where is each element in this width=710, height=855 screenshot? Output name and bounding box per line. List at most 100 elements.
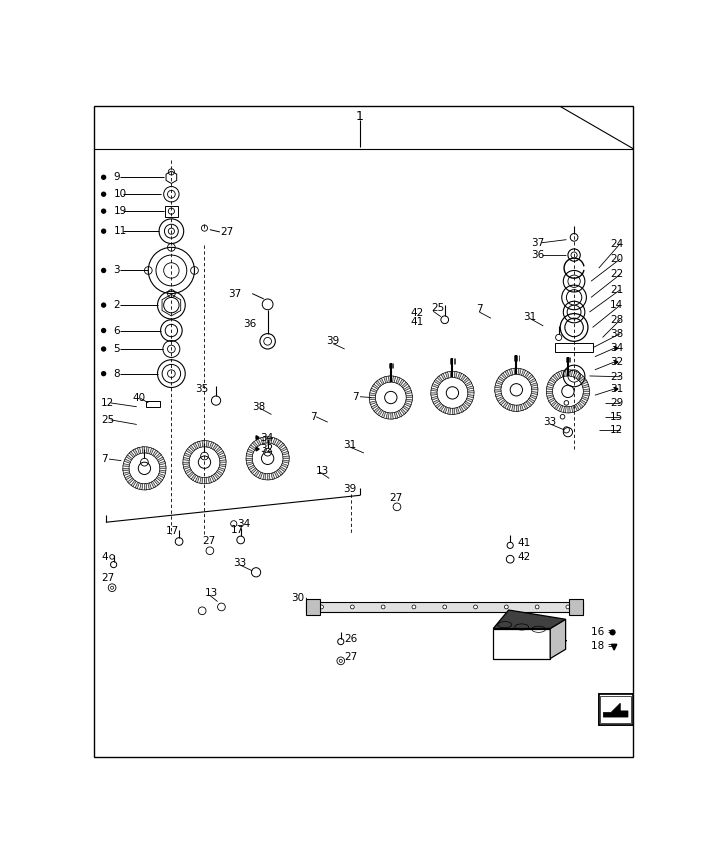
Polygon shape <box>406 399 413 403</box>
Text: 31: 31 <box>523 312 537 321</box>
Text: 37: 37 <box>532 238 545 248</box>
Polygon shape <box>154 480 160 485</box>
Polygon shape <box>499 399 506 405</box>
Polygon shape <box>568 407 570 413</box>
Polygon shape <box>123 469 129 471</box>
Text: 34: 34 <box>260 433 273 443</box>
Polygon shape <box>445 372 449 379</box>
Polygon shape <box>378 410 383 416</box>
Text: 32: 32 <box>260 444 273 454</box>
Polygon shape <box>374 407 380 413</box>
Polygon shape <box>306 599 320 615</box>
Circle shape <box>101 303 106 308</box>
Polygon shape <box>466 398 473 402</box>
Polygon shape <box>133 449 138 456</box>
Polygon shape <box>435 380 440 385</box>
Text: 41: 41 <box>410 317 423 327</box>
Polygon shape <box>124 472 130 475</box>
Polygon shape <box>135 482 139 489</box>
Polygon shape <box>518 369 521 374</box>
Circle shape <box>504 605 508 609</box>
Polygon shape <box>507 404 511 410</box>
Polygon shape <box>191 475 196 481</box>
Polygon shape <box>555 404 559 410</box>
Polygon shape <box>525 372 530 378</box>
Circle shape <box>101 209 106 214</box>
Polygon shape <box>183 595 244 620</box>
Polygon shape <box>505 370 510 377</box>
Polygon shape <box>247 449 253 453</box>
Polygon shape <box>604 703 628 717</box>
Polygon shape <box>432 397 438 400</box>
Polygon shape <box>514 369 516 374</box>
Polygon shape <box>393 376 395 382</box>
Polygon shape <box>310 299 622 433</box>
Text: 39: 39 <box>326 336 339 346</box>
Polygon shape <box>268 474 270 480</box>
Polygon shape <box>495 385 501 388</box>
Polygon shape <box>576 373 581 380</box>
Polygon shape <box>521 369 525 376</box>
Polygon shape <box>306 602 584 612</box>
Polygon shape <box>142 447 144 453</box>
Polygon shape <box>266 437 268 443</box>
Polygon shape <box>569 599 584 615</box>
Circle shape <box>535 605 539 609</box>
Polygon shape <box>441 374 446 380</box>
Polygon shape <box>370 401 376 404</box>
Text: 30: 30 <box>292 593 305 603</box>
Circle shape <box>101 174 106 180</box>
Bar <box>599 694 633 725</box>
Text: 2: 2 <box>114 300 120 310</box>
Polygon shape <box>202 440 204 447</box>
Polygon shape <box>200 477 203 484</box>
Text: 38: 38 <box>610 328 623 339</box>
Polygon shape <box>402 382 408 388</box>
Circle shape <box>101 346 106 351</box>
Bar <box>165 206 178 216</box>
Polygon shape <box>204 477 207 484</box>
Circle shape <box>566 605 570 609</box>
Polygon shape <box>581 397 589 401</box>
Polygon shape <box>437 376 443 382</box>
Polygon shape <box>129 451 135 457</box>
Polygon shape <box>547 392 552 394</box>
Polygon shape <box>431 393 437 395</box>
Polygon shape <box>561 370 564 377</box>
Polygon shape <box>381 411 386 418</box>
Polygon shape <box>569 370 573 376</box>
Polygon shape <box>468 391 474 393</box>
Polygon shape <box>386 412 389 419</box>
Polygon shape <box>432 384 439 388</box>
Text: KIT: KIT <box>498 645 517 654</box>
Text: 18 =: 18 = <box>591 641 616 652</box>
Text: 12: 12 <box>102 398 114 408</box>
Polygon shape <box>156 476 163 481</box>
Text: 20: 20 <box>610 254 623 264</box>
Text: 41: 41 <box>518 538 531 548</box>
Polygon shape <box>280 467 286 472</box>
Polygon shape <box>125 475 131 480</box>
Bar <box>146 401 160 407</box>
Text: 27: 27 <box>344 652 358 662</box>
Polygon shape <box>256 436 259 439</box>
Polygon shape <box>219 455 226 459</box>
Polygon shape <box>399 380 404 386</box>
Polygon shape <box>549 398 555 403</box>
Text: 26: 26 <box>344 634 358 644</box>
Polygon shape <box>123 463 129 467</box>
Text: 25: 25 <box>431 304 444 313</box>
Polygon shape <box>186 449 192 454</box>
Polygon shape <box>206 441 209 447</box>
Text: 25: 25 <box>102 415 114 425</box>
Text: 33: 33 <box>543 417 557 428</box>
Polygon shape <box>160 466 166 469</box>
Text: 17: 17 <box>231 525 244 535</box>
Text: 37: 37 <box>228 288 241 298</box>
Polygon shape <box>150 448 154 455</box>
Text: 16 =: 16 = <box>591 628 616 637</box>
Polygon shape <box>528 398 535 404</box>
Text: 27: 27 <box>389 492 403 503</box>
Polygon shape <box>551 401 557 407</box>
Polygon shape <box>251 468 257 474</box>
